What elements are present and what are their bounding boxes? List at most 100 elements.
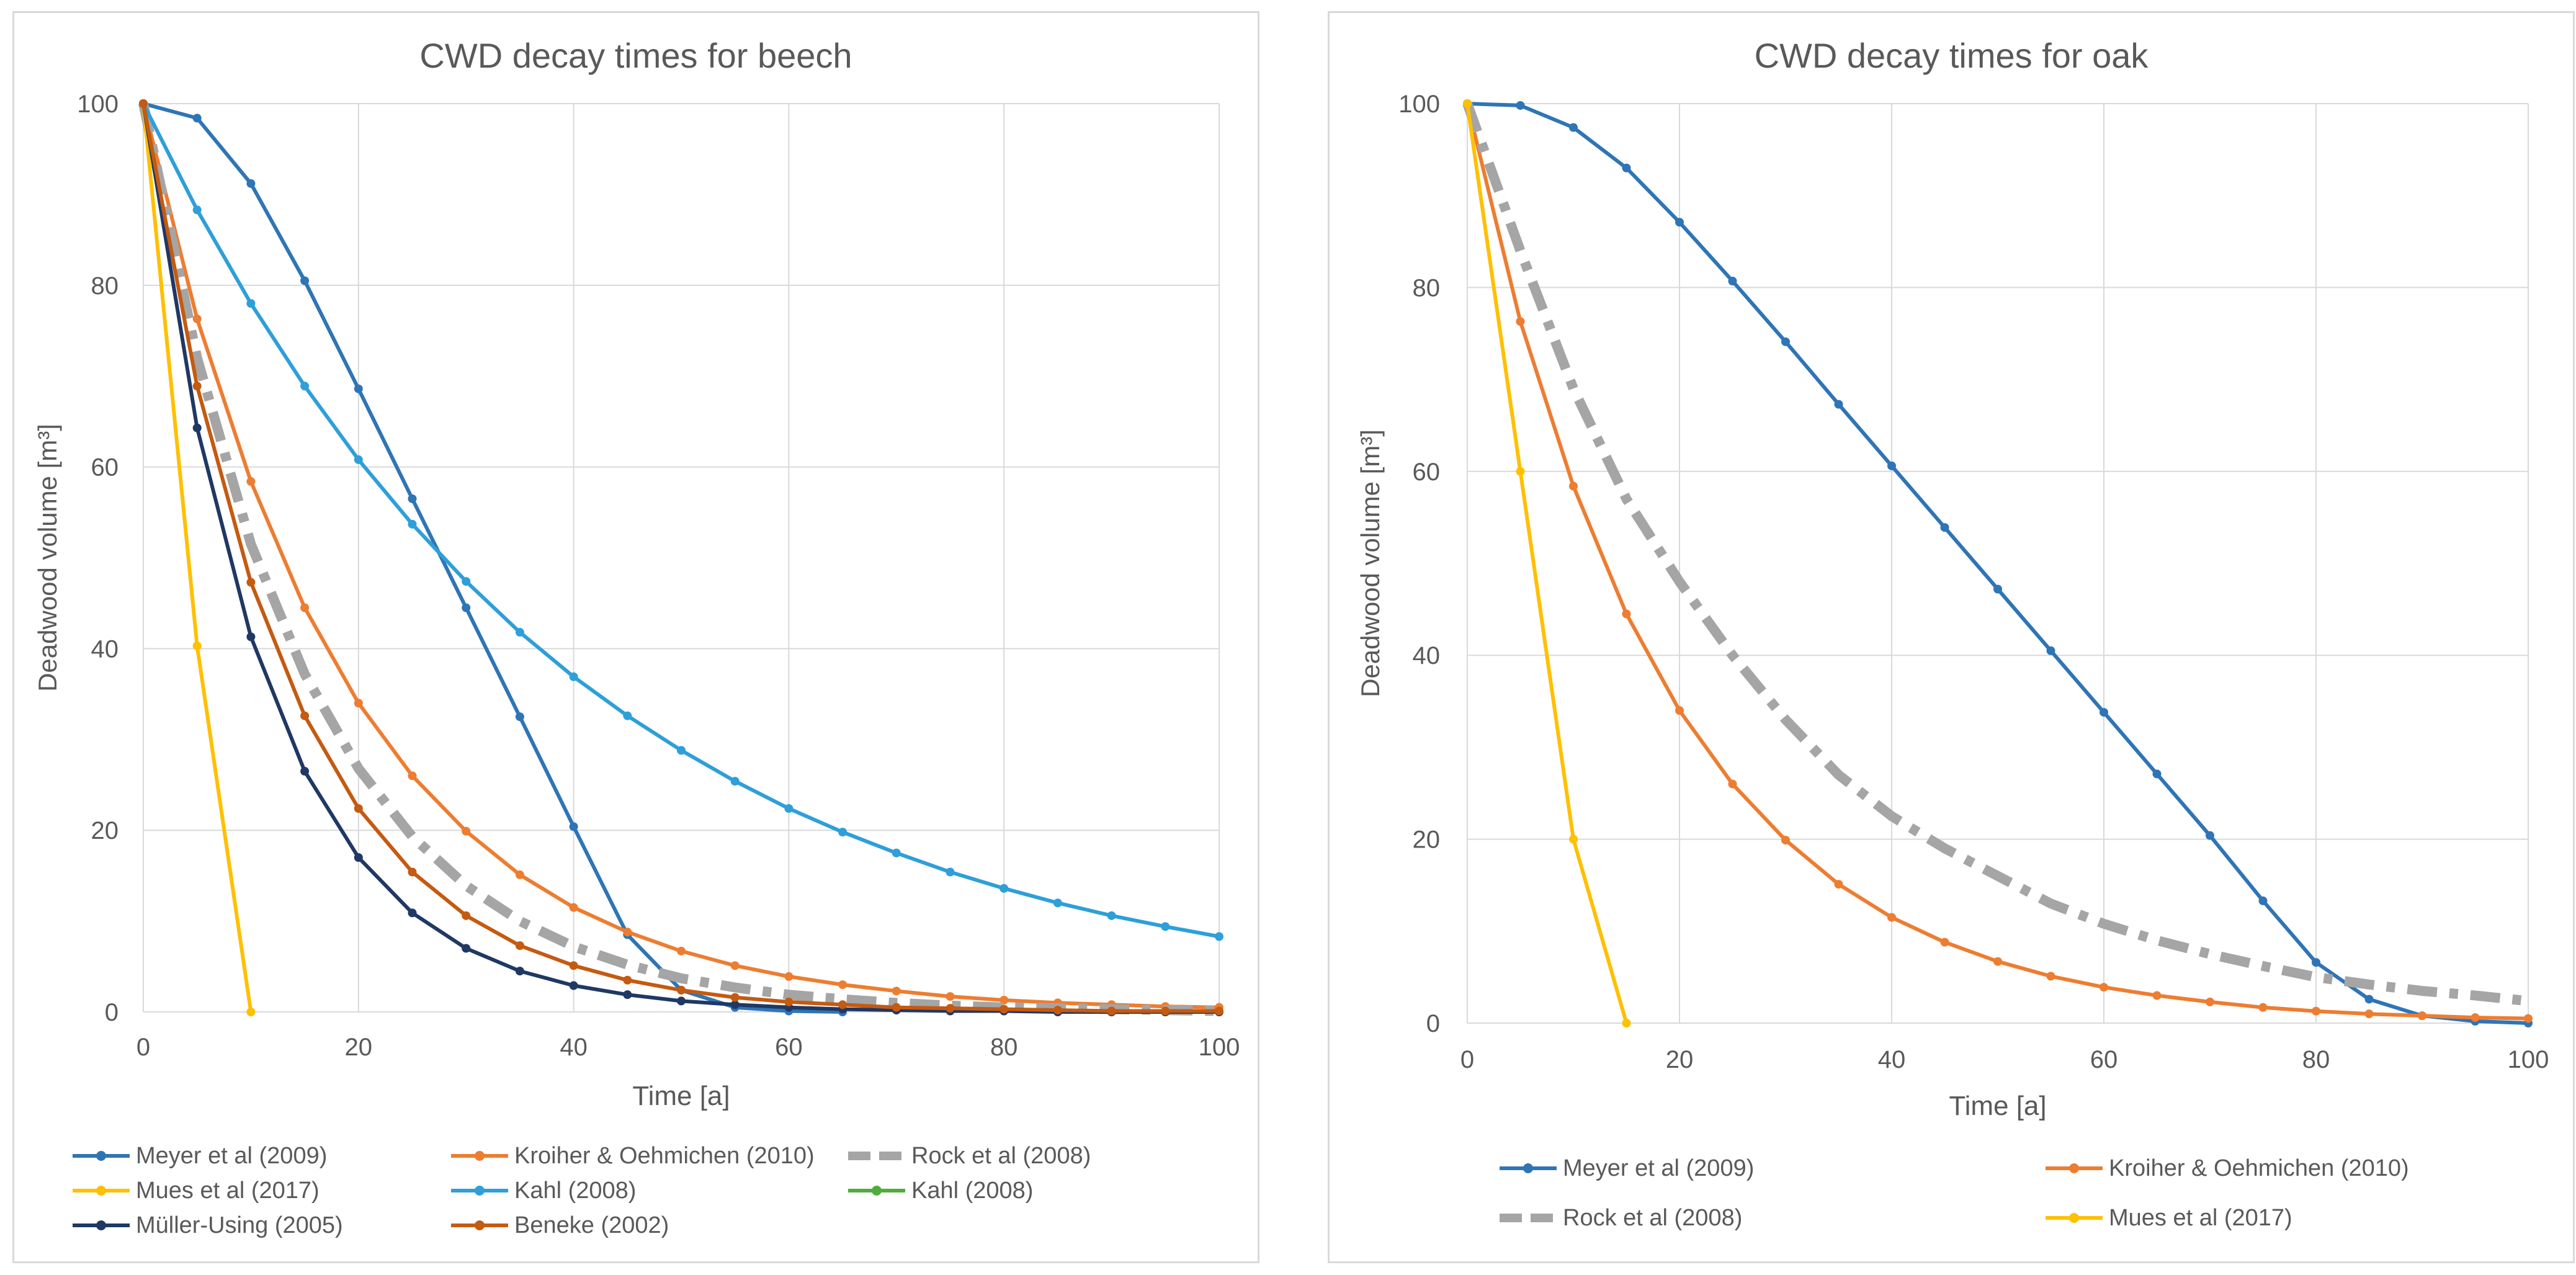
data-point: [2206, 997, 2214, 1006]
data-point: [1622, 1019, 1631, 1027]
data-point: [946, 1004, 955, 1013]
oak-chart-panel: CWD decay times for oak 0 20 40 60 80 100 0 20 40…: [1328, 11, 2575, 1263]
data-point: [192, 642, 202, 651]
data-point: [1053, 1006, 1062, 1015]
data-point: [192, 382, 202, 391]
data-point: [246, 578, 256, 587]
data-point: [192, 423, 202, 432]
legend-item-kahl-2008: Kahl (2008): [449, 1174, 636, 1207]
legend-swatch: [2046, 1213, 2103, 1223]
x-tick-label: 60: [775, 1034, 803, 1061]
legend-swatch: [451, 1220, 508, 1230]
data-point: [1834, 400, 1843, 409]
data-point: [2364, 995, 2374, 1004]
legend-label: Rock et al (2008): [1563, 1204, 1743, 1231]
series-group: [138, 99, 1223, 1016]
x-tick-label: 100: [1199, 1034, 1240, 1061]
data-point: [246, 299, 256, 308]
legend-swatch: [451, 1151, 508, 1161]
legend-label: Müller-Using (2005): [136, 1212, 343, 1238]
series-line: [141, 102, 1220, 939]
oak-chart: CWD decay times for oak 0 20 40 60 80 100 0 20 40…: [1356, 36, 2549, 1121]
beech-chart: CWD decay times for beech 0 20 40 60 80 100 0 20…: [33, 36, 1240, 1111]
y-tick-label: 0: [105, 999, 119, 1026]
data-point: [677, 996, 686, 1006]
data-point: [1993, 957, 2002, 966]
data-point: [2258, 896, 2268, 905]
data-point: [246, 1008, 256, 1016]
y-axis-label: Deadwood volume [m³]: [1356, 429, 1385, 697]
gridlines: [143, 103, 1220, 1013]
data-point: [246, 179, 256, 188]
data-point: [1569, 834, 1578, 844]
data-point: [677, 985, 686, 995]
data-point: [677, 746, 686, 755]
legend-label: Rock et al (2008): [911, 1142, 1091, 1169]
data-point: [1569, 123, 1578, 132]
legend-item-kroiher-oehmichen-2010: Kroiher & Oehmichen (2010): [449, 1140, 815, 1172]
gridlines: [1467, 103, 2529, 1024]
data-point: [2100, 708, 2108, 717]
data-point: [1781, 836, 1790, 845]
legend-swatch: [73, 1220, 130, 1230]
data-point: [192, 314, 202, 323]
data-point: [2471, 1013, 2480, 1022]
data-point: [2524, 1014, 2533, 1023]
series-rock-et-al-2008: [1462, 102, 2529, 1006]
y-tick-label: 80: [1413, 274, 1441, 302]
data-point: [515, 712, 524, 722]
data-point: [515, 628, 524, 637]
data-point: [2046, 972, 2055, 981]
data-point: [1161, 1006, 1170, 1016]
legend-marker: [872, 1186, 882, 1196]
data-point: [354, 853, 363, 862]
data-point: [246, 477, 256, 486]
y-tick-label: 40: [91, 635, 119, 663]
chart-title: CWD decay times for beech: [419, 36, 852, 75]
data-point: [1781, 337, 1790, 346]
data-point: [192, 205, 202, 215]
data-point: [462, 911, 471, 920]
data-point: [192, 114, 202, 123]
series-line: [1465, 103, 1629, 1024]
data-point: [730, 1000, 740, 1009]
x-tick-label: 0: [1460, 1046, 1474, 1073]
legend-swatch: [848, 1152, 905, 1160]
data-point: [1728, 779, 1737, 789]
data-point: [892, 986, 901, 996]
legend-marker: [96, 1186, 106, 1196]
series-rock-et-al-2008: [138, 102, 1220, 1016]
data-point: [462, 826, 471, 836]
legend-marker: [2069, 1163, 2079, 1173]
data-point: [946, 867, 955, 877]
beech-chart-panel: CWD decay times for beech 0 20 40 60 80 100 0 20…: [12, 11, 1259, 1263]
data-point: [1887, 461, 1896, 470]
legend-label: Mues et al (2017): [136, 1177, 320, 1204]
data-point: [838, 1000, 847, 1009]
data-point: [1887, 913, 1896, 922]
data-point: [569, 903, 578, 912]
data-point: [623, 711, 632, 720]
legend-item-rock-et-al-2008: Rock et al (2008): [1497, 1202, 1742, 1234]
legend-swatch: [2046, 1163, 2103, 1173]
data-point: [1161, 922, 1170, 931]
data-point: [838, 828, 847, 837]
legend-item-kroiher-oehmichen-2010: Kroiher & Oehmichen (2010): [2043, 1152, 2409, 1184]
data-point: [462, 944, 471, 953]
series-line: [141, 103, 1220, 1009]
x-axis-label: Time [a]: [632, 1081, 730, 1111]
y-tick-label: 60: [91, 454, 119, 481]
data-point: [2046, 646, 2055, 655]
series-kahl-2008: [139, 99, 1223, 941]
y-tick-label: 20: [91, 817, 119, 844]
chart-title: CWD decay times for oak: [1755, 36, 2149, 75]
series-meyer-et-al-2009: [1463, 99, 2533, 1027]
data-point: [784, 997, 794, 1006]
data-point: [1940, 523, 1949, 532]
x-tick-label: 0: [136, 1034, 150, 1061]
data-point: [569, 981, 578, 990]
data-point: [408, 519, 417, 529]
data-point: [2152, 769, 2162, 779]
series-line: [141, 103, 1219, 1014]
data-point: [1215, 1006, 1223, 1016]
